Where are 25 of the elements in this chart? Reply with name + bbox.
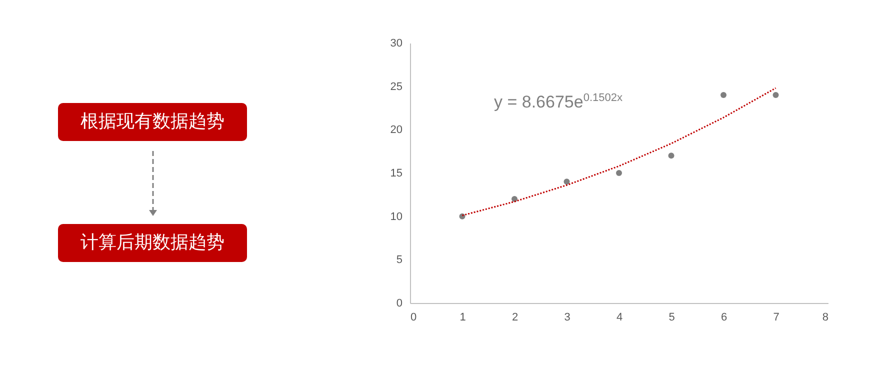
x-tick-label: 5: [668, 312, 675, 324]
y-tick-label: 10: [390, 210, 402, 223]
x-tick-label: 4: [616, 312, 623, 324]
text: 根据现有数据趋势: [58, 103, 247, 141]
y-tick-label: 25: [390, 80, 402, 93]
annotation: y = 8.6675e$^{0.1502x}$: [494, 92, 622, 113]
point: [720, 92, 726, 98]
x-tick-label: 0: [410, 312, 417, 324]
y-tick-label: 0: [396, 298, 402, 310]
x-tick-label: 3: [564, 312, 570, 324]
point: [668, 152, 674, 159]
point: [616, 170, 622, 176]
y-tick-label: 20: [390, 124, 402, 136]
x-tick-label: 6: [720, 312, 728, 324]
text: 计算后期数据趋势: [58, 224, 247, 262]
x-tick-label: 8: [822, 312, 828, 324]
y-tick-label: 15: [390, 168, 402, 180]
y-tick-label: 30: [390, 38, 402, 50]
point: [772, 92, 779, 98]
point: [564, 178, 570, 185]
point: [512, 196, 518, 202]
x-tick-label: 7: [773, 312, 780, 324]
y-tick-label: 5: [396, 254, 402, 266]
x-tick-label: 1: [460, 312, 466, 324]
x-tick-label: 2: [512, 312, 518, 324]
